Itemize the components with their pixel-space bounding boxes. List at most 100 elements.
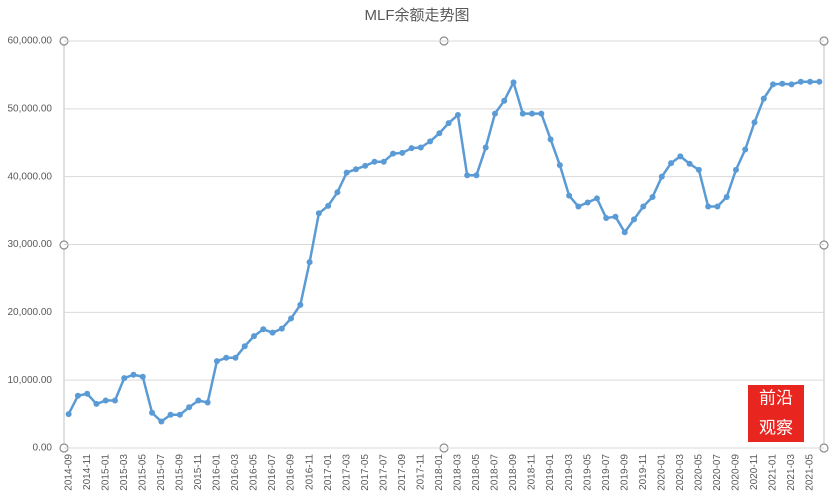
data-point [445,120,452,127]
data-point [111,397,118,404]
data-point [390,150,397,157]
x-tick-label: 2021-03 [786,454,797,491]
data-point [325,202,332,209]
x-tick-label: 2015-11 [193,454,204,490]
data-point [297,301,304,308]
x-tick-label: 2020-03 [675,454,686,491]
data-point [705,203,712,210]
x-tick-label: 2015-09 [174,454,185,491]
x-tick-label: 2020-11 [749,454,760,490]
data-point [575,203,582,210]
x-tick-label: 2016-03 [230,454,241,491]
data-point [556,162,563,169]
data-point [213,358,220,365]
x-tick-label: 2014-11 [82,454,93,490]
x-tick-label: 2020-09 [731,454,742,491]
x-tick-label: 2015-07 [156,454,167,491]
data-point [278,325,285,332]
data-point [482,144,489,151]
y-tick-label: 0.00 [33,443,53,454]
data-point [427,138,434,145]
y-tick-label: 40,000.00 [8,171,53,182]
data-point [260,326,267,333]
x-tick-label: 2018-03 [453,454,464,491]
x-tick-label: 2019-07 [601,454,612,491]
data-point [186,404,193,411]
x-tick-label: 2016-09 [286,454,297,491]
data-point [519,110,526,117]
x-tick-label: 2016-05 [249,454,260,491]
data-point [807,78,814,85]
data-point [232,354,239,361]
data-point [417,144,424,151]
data-point [130,371,137,378]
data-point [686,160,693,167]
data-point [751,119,758,126]
data-point [732,166,739,173]
watermark-text: 观察 [759,418,793,437]
data-point [352,166,359,173]
x-tick-label: 2020-05 [694,454,705,491]
x-tick-label: 2017-05 [360,454,371,491]
data-point [121,375,128,382]
x-tick-label: 2018-07 [490,454,501,491]
chart-title: MLF余额走势图 [364,6,469,24]
data-point [454,111,461,118]
data-point [408,145,415,152]
x-tick-label: 2020-01 [656,454,667,491]
data-point [139,373,146,380]
data-point [621,229,628,236]
data-point [593,195,600,202]
data-point [74,392,81,399]
data-point [158,418,165,425]
x-tick-label: 2017-03 [341,454,352,491]
data-point [251,333,257,340]
x-tick-label: 2015-01 [100,454,111,491]
x-tick-label: 2018-01 [434,454,445,491]
data-point [816,78,823,85]
x-tick-label: 2019-01 [545,454,556,491]
data-point [668,160,675,167]
data-point [362,162,369,169]
data-point [93,400,100,407]
x-tick-label: 2016-07 [267,454,278,491]
data-point [603,215,610,222]
x-tick-label: 2014-09 [63,454,74,491]
x-tick-label: 2016-11 [304,454,315,490]
data-point [491,110,498,117]
data-point [797,78,804,85]
x-tick-label: 2019-03 [564,454,575,491]
data-point [380,158,387,165]
x-tick-label: 2019-05 [582,454,593,491]
data-point [658,173,665,180]
data-point [288,315,295,322]
data-point [195,397,202,404]
x-tick-label: 2020-07 [712,454,723,491]
data-point [65,411,72,418]
data-point [102,397,109,404]
x-tick-label: 2015-05 [137,454,148,491]
data-point [343,169,350,176]
data-point [436,130,443,137]
y-tick-label: 30,000.00 [8,239,53,250]
data-point [779,80,786,87]
data-point [464,172,471,179]
x-tick-label: 2021-01 [768,454,779,491]
data-point [473,172,480,179]
data-point [149,409,156,416]
x-tick-label: 2016-01 [212,454,223,491]
data-point [510,79,517,86]
x-tick-label: 2015-03 [119,454,130,491]
watermark-box [748,385,804,442]
data-point [204,399,211,406]
data-point [371,158,378,165]
data-point [84,390,91,397]
y-tick-label: 50,000.00 [8,103,53,114]
data-point [631,216,637,223]
data-point [334,189,341,196]
x-tick-label: 2018-09 [508,454,519,491]
data-point [788,81,795,88]
data-point [760,95,767,102]
data-point [501,97,508,104]
y-tick-label: 60,000.00 [8,36,53,47]
